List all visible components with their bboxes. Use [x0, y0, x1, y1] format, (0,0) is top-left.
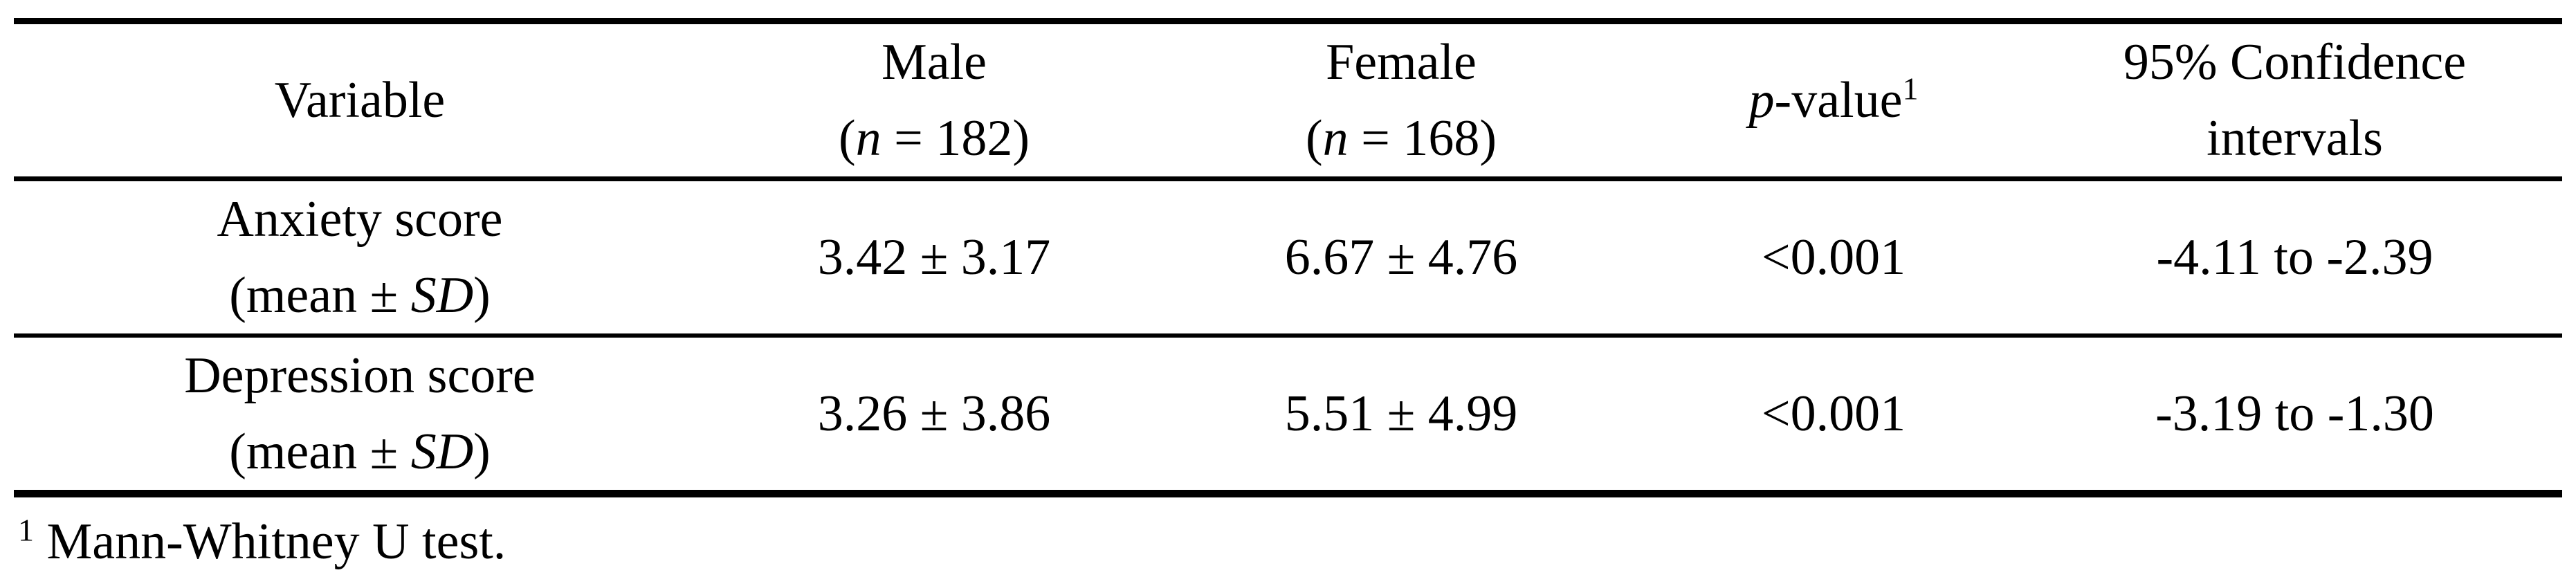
- female-n-italic: n: [1322, 110, 1349, 167]
- female-value-depression: 5.51 ± 4.99: [1284, 385, 1518, 442]
- ci-value-anxiety: -4.11 to -2.39: [2156, 229, 2433, 286]
- variable-name: Depression score: [184, 347, 536, 404]
- sd-italic: SD: [410, 267, 474, 324]
- variable-name: Anxiety score: [217, 191, 503, 248]
- male-value-depression: 3.26 ± 3.86: [817, 385, 1051, 442]
- mean-sd-open: (mean ±: [229, 267, 411, 324]
- footnote-text: Mann-Whitney U test.: [34, 513, 506, 570]
- p-value-depression: <0.001: [1761, 385, 1906, 442]
- table-row-anxiety: Anxiety score (mean ± SD) 3.42 ± 3.17 6.…: [14, 179, 2562, 336]
- variable-subtitle: (mean ± SD): [14, 414, 706, 490]
- col-header-variable-label: Variable: [274, 72, 446, 129]
- mean-sd-close: ): [473, 423, 491, 480]
- variable-subtitle: (mean ± SD): [14, 257, 706, 333]
- table-footnote: 1 Mann-Whitney U test.: [14, 507, 2562, 576]
- male-n-value: = 182): [881, 110, 1030, 167]
- mean-sd-close: ): [473, 267, 491, 324]
- ci-value-depression: -3.19 to -1.30: [2155, 385, 2434, 442]
- col-header-female: Female (n = 168): [1162, 21, 1640, 179]
- female-n-open: (: [1305, 110, 1323, 167]
- col-header-male-title: Male: [706, 24, 1162, 100]
- variable-cell-anxiety: Anxiety score (mean ± SD): [14, 179, 706, 336]
- sd-italic: SD: [410, 423, 474, 480]
- variable-cell-depression: Depression score (mean ± SD): [14, 336, 706, 494]
- col-header-variable: Variable: [14, 21, 706, 179]
- col-header-female-title: Female: [1162, 24, 1640, 100]
- col-header-male: Male (n = 182): [706, 21, 1162, 179]
- table-header-row: Variable Male (n = 182) Female (n = 168)…: [14, 21, 2562, 179]
- male-value-anxiety: 3.42 ± 3.17: [817, 229, 1051, 286]
- ci-line2: intervals: [2207, 110, 2383, 167]
- col-header-confidence-intervals: 95% Confidence intervals: [2027, 21, 2562, 179]
- p-value-anxiety: <0.001: [1761, 229, 1906, 286]
- p-italic: p: [1748, 72, 1775, 129]
- statistics-table: Variable Male (n = 182) Female (n = 168)…: [14, 18, 2562, 497]
- p-value-label: -value: [1774, 72, 1903, 129]
- col-header-male-n: (n = 182): [706, 100, 1162, 176]
- p-value-footnote-marker: 1: [1902, 71, 1919, 107]
- female-n-value: = 168): [1348, 110, 1497, 167]
- male-label: Male: [881, 34, 987, 91]
- col-header-female-n: (n = 168): [1162, 100, 1640, 176]
- footnote-marker: 1: [18, 512, 34, 548]
- female-label: Female: [1326, 34, 1477, 91]
- ci-line1: 95% Confidence: [2123, 34, 2467, 91]
- male-n-italic: n: [855, 110, 881, 167]
- male-n-open: (: [838, 110, 856, 167]
- table-row-depression: Depression score (mean ± SD) 3.26 ± 3.86…: [14, 336, 2562, 494]
- female-value-anxiety: 6.67 ± 4.76: [1284, 229, 1518, 286]
- mean-sd-open: (mean ±: [229, 423, 411, 480]
- col-header-p-value: p-value1: [1640, 21, 2027, 179]
